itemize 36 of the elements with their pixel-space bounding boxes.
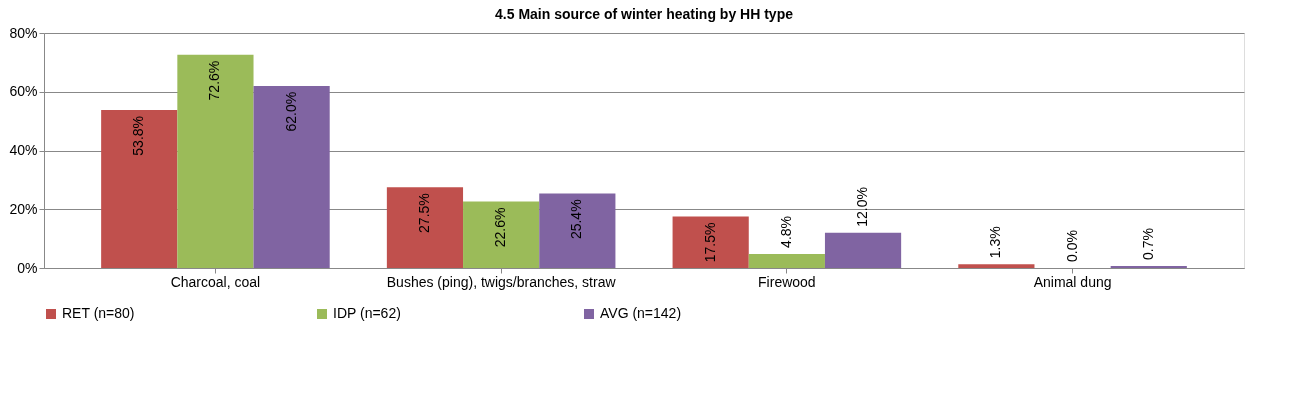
bar: [463, 201, 540, 268]
x-tick-label: Animal dung: [1033, 273, 1112, 290]
x-tick-label: Charcoal, coal: [170, 273, 261, 290]
x-tick-label: Firewood: [758, 273, 816, 290]
data-label: 12.0%: [854, 187, 871, 227]
legend-label: AVG (n=142): [600, 305, 682, 321]
data-label: 25.4%: [568, 199, 585, 240]
y-tick-label: 20%: [9, 200, 38, 217]
bar: [748, 253, 825, 268]
bar: [539, 193, 616, 268]
bar: [386, 187, 464, 268]
y-tick-label: 0%: [17, 259, 38, 276]
bar: [1110, 265, 1187, 268]
bar: [958, 264, 1035, 268]
data-label: 0.7%: [1139, 228, 1156, 260]
bar: [253, 85, 330, 268]
legend-label: RET (n=80): [62, 305, 135, 321]
legend-label: IDP (n=62): [333, 305, 401, 321]
y-tick-label: 80%: [9, 24, 38, 41]
data-label: 22.6%: [492, 207, 509, 248]
data-label: 72.6%: [206, 60, 223, 101]
bar: [177, 54, 254, 268]
bar: [824, 232, 902, 268]
chart-title: 4.5 Main source of winter heating by HH type: [495, 6, 794, 22]
data-label: 27.5%: [415, 193, 432, 233]
x-tick-label: Bushes (ping), twigs/branches, straw: [386, 273, 617, 290]
data-label: 53.8%: [130, 115, 147, 156]
bar: [672, 216, 749, 268]
data-label: 17.5%: [701, 222, 718, 263]
data-label: 4.8%: [777, 215, 794, 248]
bar: [101, 109, 178, 268]
y-tick-label: 60%: [9, 83, 38, 100]
data-label: 62.0%: [282, 91, 299, 132]
data-label: 1.3%: [987, 226, 1004, 259]
data-label: 0.0%: [1063, 230, 1080, 262]
y-tick-label: 40%: [9, 142, 38, 158]
